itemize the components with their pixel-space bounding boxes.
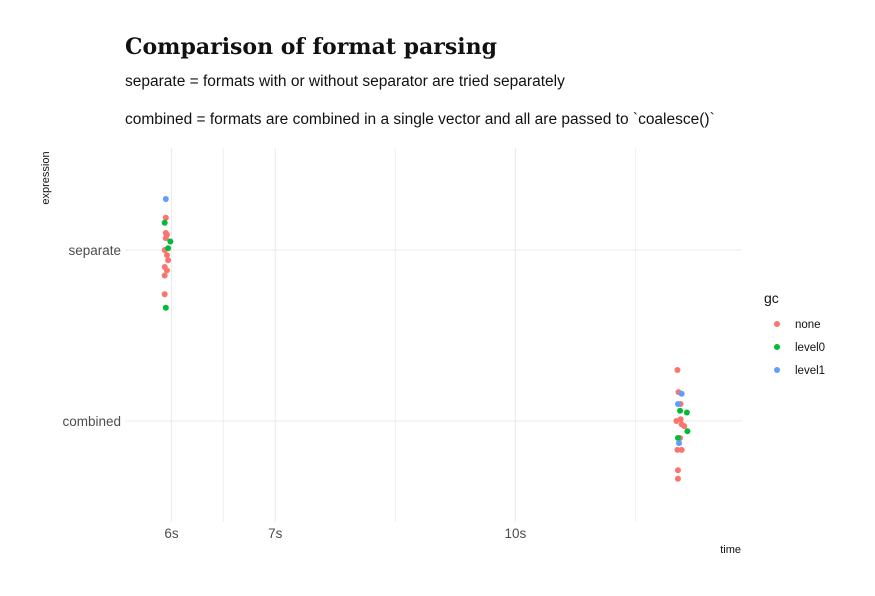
data-points	[161, 196, 691, 482]
grid-minor	[222, 148, 637, 522]
point-level0-separate	[161, 219, 168, 226]
grid-major	[125, 148, 742, 522]
y-tick-label-combined: combined	[62, 414, 121, 429]
chart-subtitle-line-1: separate = formats with or without separ…	[125, 73, 565, 90]
point-none-combined	[681, 423, 688, 430]
point-none-separate	[163, 252, 170, 259]
point-none-combined	[678, 446, 685, 453]
x-tick-label: 6s	[164, 526, 179, 541]
legend-key-level1	[774, 367, 780, 373]
point-none-separate	[162, 214, 169, 221]
point-level0-separate	[167, 238, 174, 245]
point-none-combined	[674, 446, 681, 453]
point-none-combined	[674, 467, 681, 474]
legend-label-none: none	[795, 319, 821, 331]
point-none-combined	[674, 475, 681, 482]
point-level0-combined	[677, 407, 684, 414]
y-axis-title: expression	[40, 151, 52, 204]
legend: gc none level0 level1	[764, 290, 825, 377]
y-axis-ticks: separate combined	[62, 243, 121, 429]
legend-label-level0: level0	[795, 342, 825, 354]
point-level0-separate	[162, 304, 169, 311]
legend-key-none	[774, 321, 780, 327]
legend-label-level1: level1	[795, 365, 825, 377]
legend-title: gc	[764, 290, 779, 306]
chart-title: Comparison of format parsing	[125, 34, 497, 60]
point-none-combined	[677, 416, 684, 423]
point-none-separate	[162, 235, 169, 242]
point-level0-combined	[684, 428, 691, 435]
x-tick-label: 7s	[268, 526, 283, 541]
point-level0-combined	[674, 435, 681, 441]
x-axis-title: time	[720, 544, 741, 556]
point-none-combined	[674, 367, 681, 373]
point-none-separate	[163, 267, 170, 274]
legend-key-level0	[774, 344, 780, 350]
y-tick-label-separate: separate	[68, 243, 121, 258]
point-level1-combined	[674, 401, 681, 407]
point-none-separate	[165, 257, 172, 264]
point-level1-combined	[678, 390, 685, 397]
point-none-separate	[161, 291, 168, 298]
chart-subtitle-line-2: combined = formats are combined in a sin…	[125, 111, 715, 128]
point-level0-combined	[683, 409, 690, 416]
point-level1-combined	[676, 440, 683, 447]
x-axis-ticks: 6s 7s 10s	[164, 526, 526, 541]
point-level0-separate	[165, 245, 172, 252]
x-tick-label: 10s	[505, 526, 527, 541]
point-level1-separate	[162, 196, 169, 202]
point-none-separate	[161, 272, 168, 279]
